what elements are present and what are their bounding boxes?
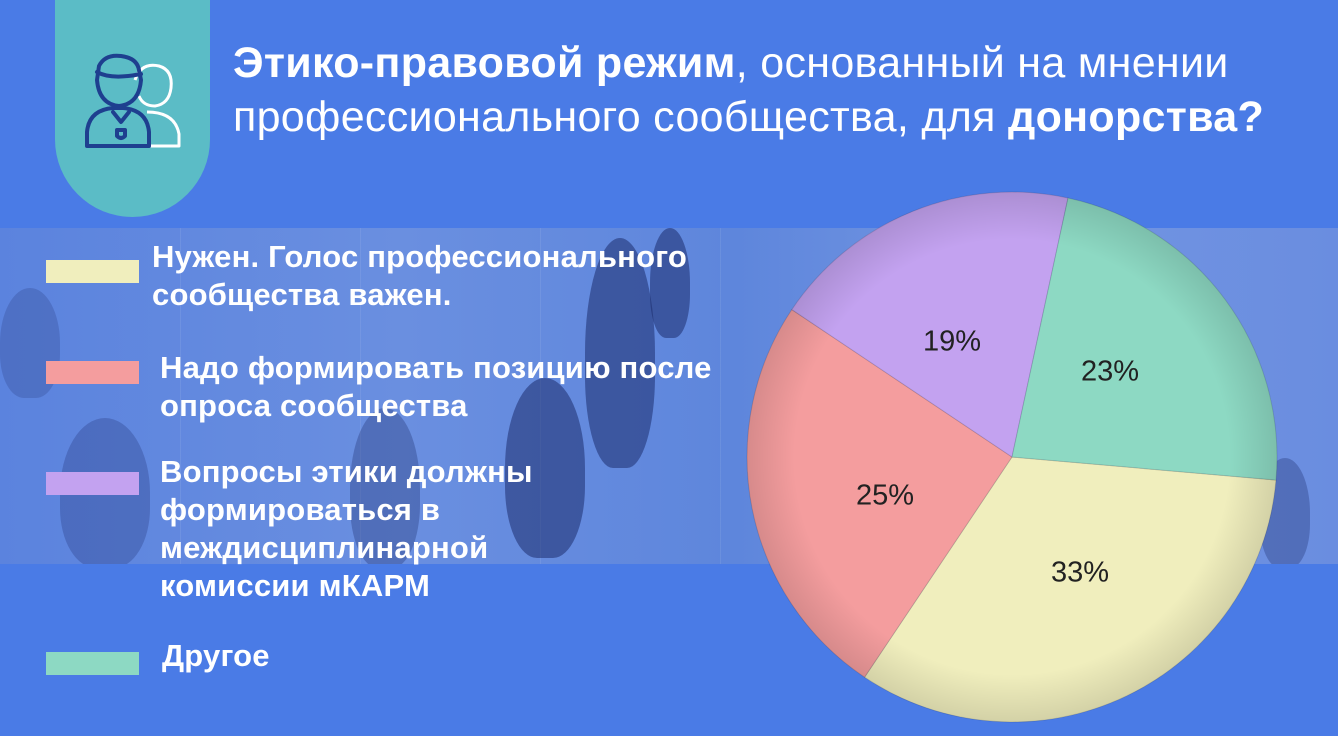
legend-label: Другое xyxy=(162,638,270,673)
legend-swatch xyxy=(46,361,139,384)
title-bold-part: Этико-правовой режим xyxy=(233,39,736,87)
legend-swatch xyxy=(46,472,139,495)
slice-value-label: 25% xyxy=(856,480,914,512)
slice-value-label: 23% xyxy=(1081,356,1139,388)
legend-label: Надо формировать позицию после опроса со… xyxy=(160,350,712,423)
icon-tab xyxy=(55,0,210,217)
title-regular-part: , основанный на мнении профессионального… xyxy=(233,39,1229,141)
users-icon xyxy=(85,53,181,148)
legend-swatch xyxy=(46,652,139,675)
legend-swatch xyxy=(46,260,139,283)
page-title: Этико-правовой режим, основанный на мнен… xyxy=(233,36,1333,144)
title-bold-end: донорства? xyxy=(1007,93,1265,141)
legend-label: Вопросы этики должны формироваться в меж… xyxy=(160,454,533,603)
slice-value-label: 33% xyxy=(1051,557,1109,589)
legend-label: Нужен. Голос профессионального сообществ… xyxy=(152,239,688,312)
slice-value-label: 19% xyxy=(923,326,981,358)
